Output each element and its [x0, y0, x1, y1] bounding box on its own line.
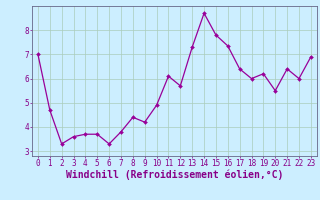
X-axis label: Windchill (Refroidissement éolien,°C): Windchill (Refroidissement éolien,°C) [66, 169, 283, 180]
